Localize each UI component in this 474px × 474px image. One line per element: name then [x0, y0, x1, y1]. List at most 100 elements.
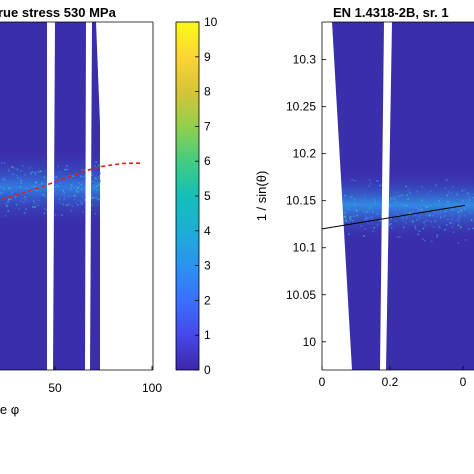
left-speckle — [16, 168, 19, 171]
left-speckle — [34, 173, 37, 175]
right-speckle — [347, 200, 349, 203]
right-speckle — [445, 224, 448, 226]
right-speckle — [434, 219, 437, 222]
right-speckle — [436, 234, 439, 236]
left-speckle — [12, 173, 14, 175]
right-speckle — [349, 196, 351, 199]
left-speckle — [67, 188, 69, 191]
left-speckle — [99, 180, 102, 182]
left-speckle — [94, 197, 96, 199]
left-speckle — [94, 176, 97, 179]
left-speckle — [98, 176, 100, 178]
left-speckle — [98, 184, 100, 186]
right-speckle — [425, 212, 428, 214]
left-speckle — [73, 199, 76, 201]
right-speckle — [439, 212, 442, 214]
right-speckle — [407, 189, 409, 192]
left-speckle — [31, 171, 34, 173]
left-speckle — [80, 176, 82, 178]
left-speckle — [58, 198, 61, 200]
right-speckle — [393, 198, 396, 200]
left-speckle — [79, 199, 81, 202]
left-speckle — [96, 189, 98, 191]
left-speckle — [53, 175, 56, 178]
right-speckle — [412, 205, 415, 207]
left-speckle — [57, 165, 59, 168]
left-speckle — [20, 200, 22, 203]
right-speckle — [463, 214, 466, 217]
left-speckle — [43, 212, 46, 215]
left-speckle — [38, 171, 40, 173]
right-speckle — [457, 219, 459, 221]
right-speckle — [413, 214, 415, 217]
left-speckle — [81, 201, 84, 203]
left-speckle — [59, 202, 61, 204]
left-speckle — [40, 185, 42, 188]
right-speckle — [449, 200, 451, 202]
right-speckle — [463, 189, 465, 191]
right-speckle — [457, 242, 460, 244]
left-speckle — [54, 214, 57, 216]
left-speckle — [11, 193, 13, 195]
left-speckle — [5, 184, 8, 186]
right-y-ticks: 10 10.05 10.1 10.15 10.2 10.25 10.3 — [286, 53, 326, 349]
right-speckle — [353, 215, 355, 217]
right-speckle — [396, 236, 399, 238]
left-speckle — [81, 189, 83, 191]
right-speckle — [373, 227, 375, 229]
right-speckle — [444, 187, 447, 190]
right-speckle — [446, 204, 449, 207]
right-speckle — [380, 215, 382, 217]
left-speckle — [70, 189, 72, 191]
left-speckle — [1, 162, 3, 164]
right-intensity-band — [322, 170, 474, 240]
right-speckle — [444, 215, 446, 217]
left-speckle — [75, 190, 78, 192]
right-speckle — [421, 208, 423, 211]
right-y-tick-label: 10.1 — [293, 241, 317, 255]
right-speckle — [348, 209, 351, 211]
right-speckle — [351, 208, 354, 211]
left-speckle — [38, 199, 41, 201]
left-speckle — [63, 198, 65, 201]
right-speckle — [364, 214, 367, 217]
right-speckle — [401, 201, 404, 204]
right-heatmap-image — [322, 22, 474, 370]
right-speckle — [381, 211, 383, 214]
right-speckle — [421, 200, 423, 202]
left-speckle — [11, 187, 13, 189]
left-speckle — [35, 181, 37, 183]
left-speckle — [72, 181, 75, 184]
left-x-ticks: 50 100 — [48, 366, 162, 395]
left-x-axis-label: le φ — [0, 402, 19, 417]
right-speckle — [345, 219, 348, 221]
left-speckle — [24, 198, 27, 201]
right-speckle — [376, 224, 379, 226]
right-speckle — [372, 211, 374, 213]
right-speckle — [424, 239, 426, 242]
right-speckle — [414, 203, 417, 206]
right-speckle — [360, 225, 362, 227]
right-speckle — [456, 193, 458, 196]
right-speckle — [409, 206, 411, 208]
colorbar: 0 1 2 3 4 5 6 7 8 9 10 — [175, 15, 218, 377]
right-speckle — [421, 199, 423, 201]
left-speckle — [11, 166, 14, 168]
left-speckle — [90, 171, 93, 174]
left-speckle — [24, 196, 26, 198]
left-speckle — [8, 198, 10, 201]
left-speckle — [70, 177, 72, 180]
right-speckle — [432, 214, 435, 217]
left-speckle — [22, 165, 24, 167]
left-speckle — [62, 203, 64, 206]
colorbar-tick-label: 2 — [204, 293, 211, 307]
right-speckle — [394, 207, 396, 209]
right-speckle — [422, 227, 425, 230]
right-speckle — [470, 219, 473, 221]
left-speckle — [99, 164, 101, 167]
right-speckle — [456, 191, 459, 194]
right-speckle — [425, 214, 428, 217]
right-speckle — [451, 226, 453, 228]
right-speckle — [402, 226, 405, 229]
right-speckle — [435, 236, 438, 238]
